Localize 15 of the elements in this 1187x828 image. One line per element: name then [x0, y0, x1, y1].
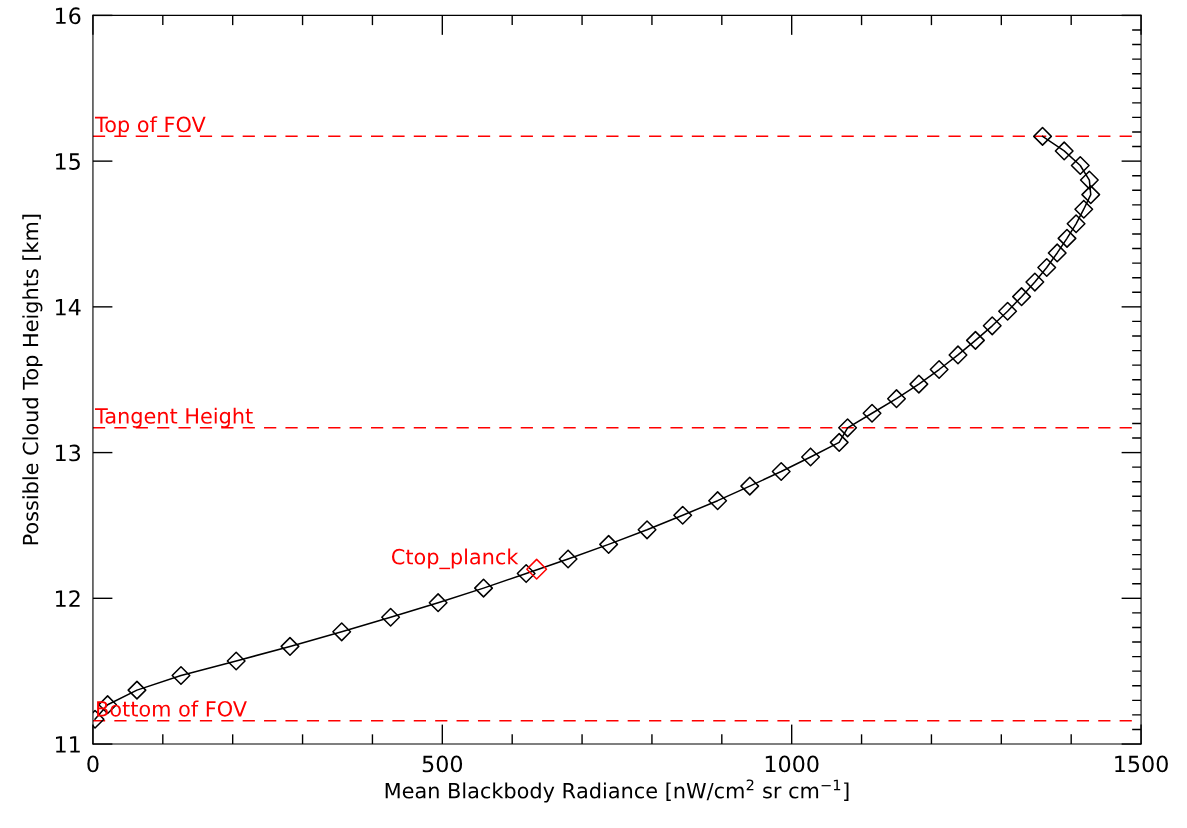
x-tick-label: 0	[87, 755, 99, 773]
x-axis-title: Mean Blackbody Radiance [nW/cm$^{2}$ sr cm$^{−1}$]	[385, 779, 849, 803]
y-tick-label: 11	[55, 736, 80, 753]
ref-line-label: Tangent Height	[94, 407, 253, 428]
ref-line-label: Top of FOV	[94, 116, 206, 137]
y-tick-label: 15	[55, 153, 80, 170]
x-tick-label: 500	[422, 755, 463, 773]
annotation: Ctop_planck	[391, 548, 519, 570]
y-axis-title: Possible Cloud Top Heights [km]	[22, 214, 43, 545]
x-tick-label: 1000	[765, 755, 819, 773]
x-tick-label: 1500	[1115, 755, 1168, 773]
y-tick-label: 16	[55, 7, 81, 25]
y-tick-label: 13	[55, 444, 81, 462]
y-tick-label: 12	[55, 590, 80, 607]
y-tick-label: 14	[55, 299, 81, 316]
